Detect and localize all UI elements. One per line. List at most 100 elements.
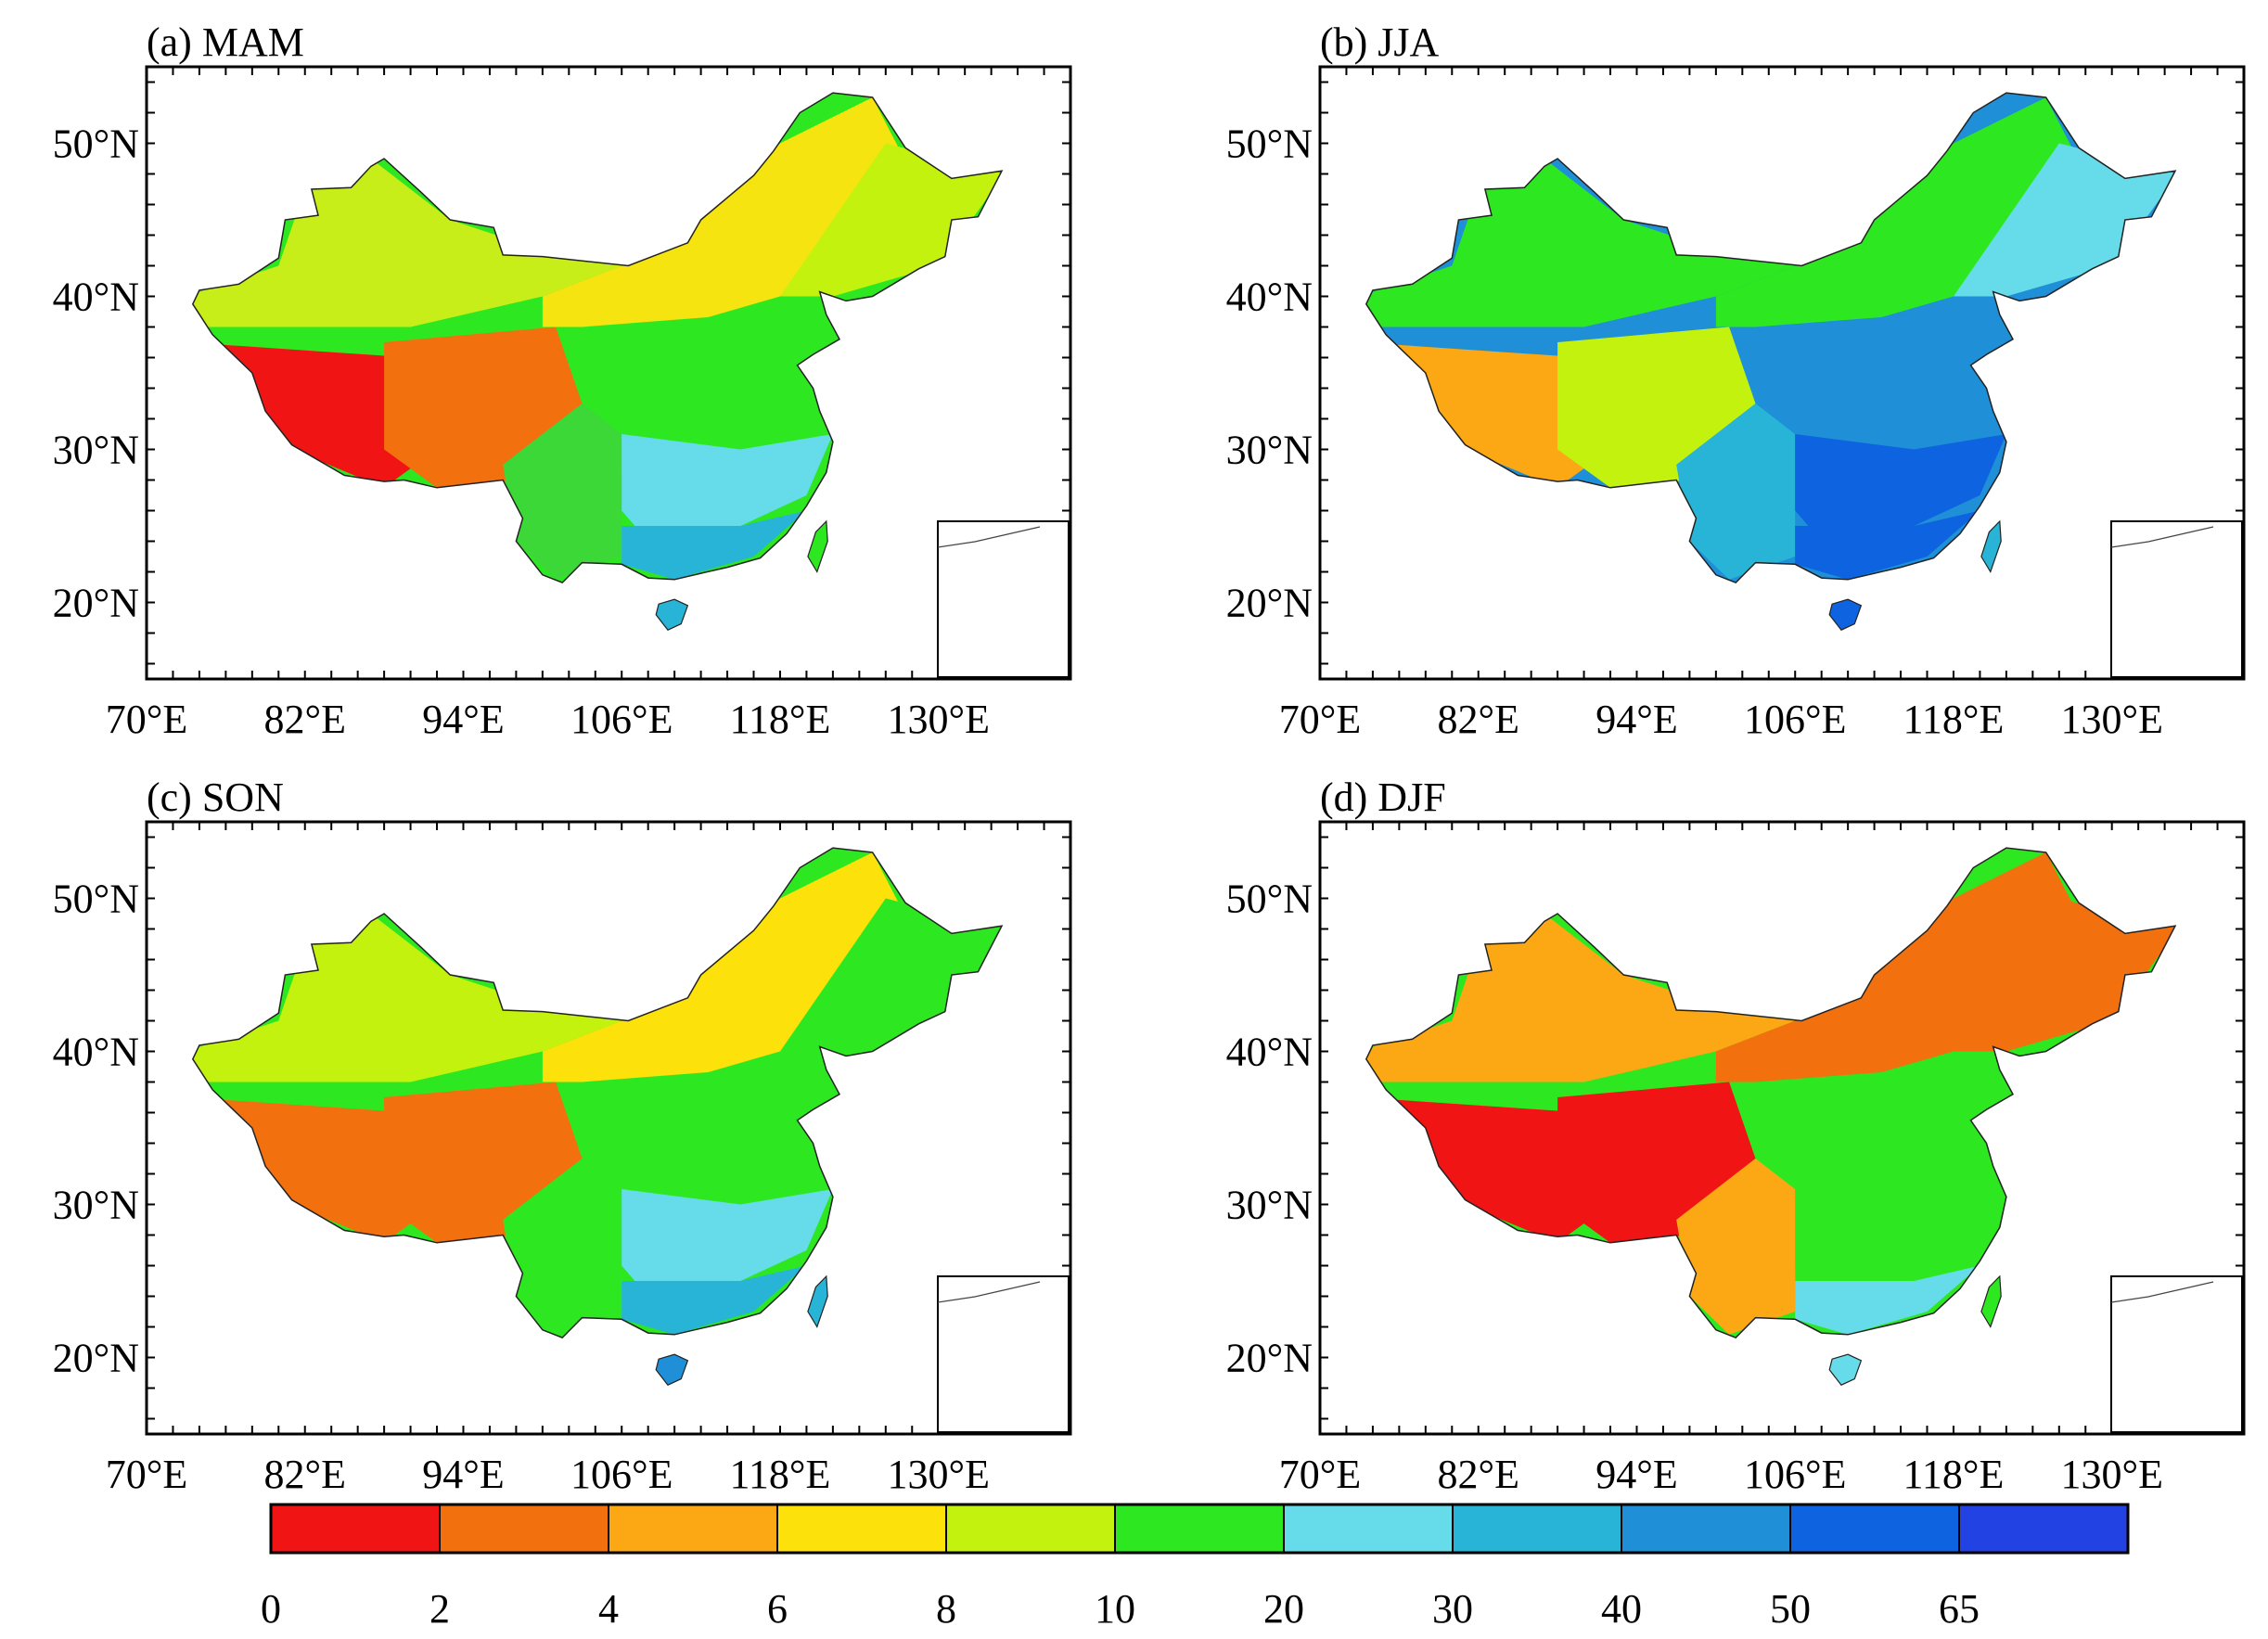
taiwan-island	[807, 1274, 828, 1328]
lon-label: 70°E	[106, 1452, 187, 1497]
panel-frame	[145, 820, 1072, 1436]
colorbar-swatch	[776, 1504, 947, 1554]
region-southeast	[621, 510, 807, 580]
region-west	[1365, 914, 1796, 1082]
map-panel-djf: (d) DJF 50°N 40°N 30°N 20°N 70°E 82°E 94°E 106°E…	[1226, 775, 2246, 1497]
taiwan-island	[1980, 1274, 2002, 1328]
lon-label: 70°E	[106, 697, 187, 742]
lon-label: 118°E	[1903, 697, 2005, 742]
colorbar-tick-label: 30	[1432, 1586, 1473, 1632]
lon-label: 118°E	[730, 697, 831, 742]
region-west	[1365, 159, 1796, 327]
colorbar-frame	[269, 1503, 2130, 1555]
hainan-island	[655, 598, 689, 631]
colorbar-swatch	[945, 1504, 1116, 1554]
south-china-sea-inset	[937, 1275, 1070, 1433]
colorbar-tick-label: 6	[767, 1586, 788, 1632]
lat-label: 50°N	[1226, 877, 1313, 922]
colorbar-swatch	[439, 1504, 609, 1554]
lat-label: 20°N	[1226, 1336, 1313, 1381]
region-south	[1795, 1189, 2006, 1297]
colorbar-swatch	[1789, 1504, 1960, 1554]
taiwan-island	[1980, 519, 2002, 573]
lon-label: 106°E	[1744, 1452, 1846, 1497]
colorbar-swatch	[1114, 1504, 1285, 1554]
colorbar-tick-label: 40	[1601, 1586, 1642, 1632]
south-china-sea-inset	[2110, 520, 2243, 678]
region-fills	[192, 93, 1003, 583]
region-central	[582, 312, 833, 450]
lon-label: 82°E	[1438, 1452, 1519, 1497]
colorbar-tick-label: 20	[1263, 1586, 1304, 1632]
lon-label: 70°E	[1279, 697, 1361, 742]
region-south	[621, 434, 833, 542]
lon-label: 130°E	[2060, 697, 2162, 742]
region-southeast	[621, 1265, 807, 1335]
lat-label: 50°N	[1226, 122, 1313, 167]
region-southwest	[503, 403, 622, 580]
region-west	[192, 914, 622, 1082]
hainan-island	[1828, 598, 1863, 631]
inset-coast	[2110, 1281, 2214, 1303]
colorbar-tick-label: 50	[1770, 1586, 1811, 1632]
lon-label: 82°E	[264, 1452, 346, 1497]
region-southeast	[1795, 1265, 1980, 1335]
lat-label: 20°N	[53, 1336, 139, 1381]
inset-coast	[2110, 526, 2214, 548]
china-outline	[191, 92, 1004, 583]
region-fills	[1365, 848, 2175, 1338]
lon-label: 118°E	[1903, 1452, 2005, 1497]
panel-label: (d) DJF	[1320, 775, 1446, 820]
colorbar-swatch	[608, 1504, 778, 1554]
region-west	[192, 159, 622, 327]
lon-label: 94°E	[1595, 697, 1677, 742]
region-fills	[1365, 93, 2175, 583]
lat-label: 20°N	[53, 581, 139, 626]
lat-label: 50°N	[53, 877, 139, 922]
lat-label: 30°N	[1226, 428, 1313, 473]
region-central	[582, 1067, 833, 1205]
panel-frame	[1318, 65, 2246, 681]
colorbar-tick-label: 0	[261, 1586, 281, 1632]
lat-label: 30°N	[53, 428, 139, 473]
lat-label: 40°N	[1226, 275, 1313, 320]
lat-label: 50°N	[53, 122, 139, 167]
hainan-island	[1828, 1353, 1863, 1386]
lat-label: 30°N	[1226, 1183, 1313, 1228]
lat-label: 40°N	[53, 275, 139, 320]
lon-label: 130°E	[887, 1452, 989, 1497]
panel-label: (b) JJA	[1320, 19, 1440, 65]
map-panel-jja: (b) JJA 50°N 40°N 30°N 20°N 70°E 82°E 94°E 106°E…	[1226, 19, 2246, 742]
colorbar-swatch	[270, 1504, 441, 1554]
taiwan-island	[807, 519, 828, 573]
lon-label: 82°E	[264, 697, 346, 742]
colorbar-tick-label: 4	[598, 1586, 619, 1632]
lon-label: 118°E	[730, 1452, 831, 1497]
lat-label: 30°N	[53, 1183, 139, 1228]
region-southwest	[503, 1159, 622, 1335]
lon-label: 94°E	[422, 697, 504, 742]
region-south	[1795, 434, 2006, 542]
lon-label: 94°E	[1595, 1452, 1677, 1497]
south-china-sea-inset	[2110, 1275, 2243, 1433]
colorbar: 0 2 4 6 8 10 20 30 40 50 65	[261, 1503, 2130, 1632]
colorbar-tick-label: 2	[429, 1586, 450, 1632]
map-panel-mam: (a) MAM 50°N 40°N 30°N 20°N 70°E 82°E 94°E 106°E…	[53, 19, 1072, 742]
china-outline	[191, 847, 1004, 1338]
region-southwest	[1676, 1159, 1796, 1335]
region-central	[1755, 312, 2006, 450]
panel-frame	[1318, 820, 2246, 1436]
lon-label: 130°E	[2060, 1452, 2162, 1497]
lon-label: 82°E	[1438, 697, 1519, 742]
inset-coast	[937, 1281, 1041, 1303]
region-southwest	[1676, 403, 1796, 580]
region-northeast	[780, 143, 1003, 297]
lat-label: 40°N	[53, 1030, 139, 1075]
inset-coast	[937, 526, 1041, 548]
lon-label: 106°E	[570, 1452, 673, 1497]
lon-label: 70°E	[1279, 1452, 1361, 1497]
colorbar-swatch	[1958, 1504, 2129, 1554]
colorbar-tick-label: 65	[1939, 1586, 1980, 1632]
china-outline	[1365, 847, 2177, 1338]
